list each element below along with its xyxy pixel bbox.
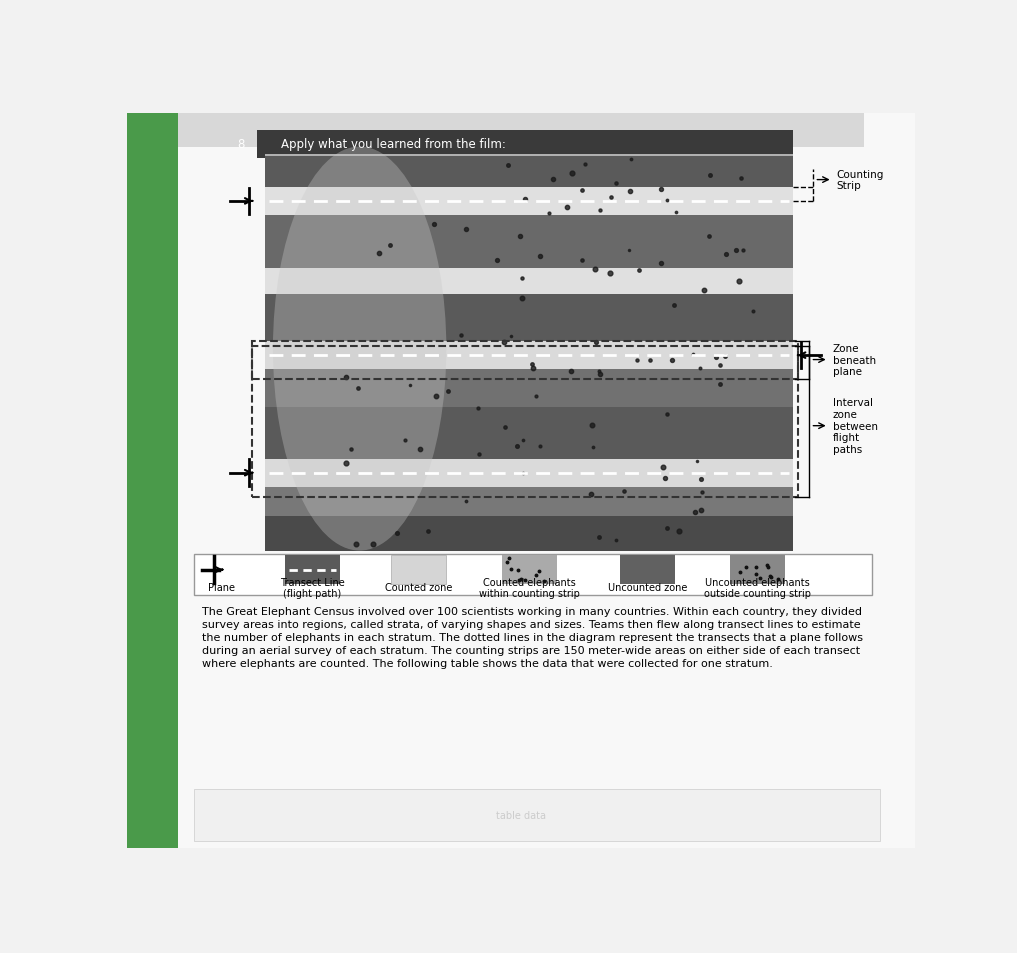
Bar (265, 408, 793, 459)
Bar (194, 789, 880, 841)
Bar (392, 556, 446, 584)
Text: Counting
Strip: Counting Strip (837, 170, 884, 192)
Bar (265, 517, 793, 551)
Bar (265, 342, 793, 370)
Bar (265, 294, 793, 342)
Text: Apply what you learned from the film:: Apply what you learned from the film: (281, 138, 505, 151)
Text: Counted zone: Counted zone (385, 582, 453, 593)
Bar (265, 157, 793, 188)
Text: Counted elephants
within counting strip: Counted elephants within counting strip (479, 577, 580, 598)
Ellipse shape (273, 148, 446, 551)
Bar (265, 269, 793, 294)
Text: table data: table data (496, 810, 546, 821)
Bar (265, 188, 793, 215)
Bar (178, 114, 864, 148)
Bar (251, 342, 798, 380)
Bar (265, 459, 793, 487)
Bar (265, 370, 793, 408)
Text: Transect Line
(flight path): Transect Line (flight path) (280, 577, 345, 598)
Bar (257, 131, 793, 158)
Bar (265, 215, 793, 269)
Bar (265, 154, 793, 551)
Text: Zone
beneath
plane: Zone beneath plane (833, 344, 876, 376)
Bar (265, 487, 793, 517)
Text: Uncounted zone: Uncounted zone (607, 582, 687, 593)
Text: The Great Elephant Census involved over 100 scientists working in many countries: The Great Elephant Census involved over … (202, 606, 863, 669)
Text: Plane: Plane (208, 582, 235, 593)
Bar (285, 556, 340, 584)
Bar (251, 347, 798, 497)
Bar (501, 556, 556, 584)
Text: Interval
zone
between
flight
paths: Interval zone between flight paths (833, 398, 878, 455)
Text: Uncounted elephants
outside counting strip: Uncounted elephants outside counting str… (704, 577, 812, 598)
Bar (730, 556, 785, 584)
Bar (194, 555, 872, 595)
Bar (127, 114, 178, 848)
Text: 8: 8 (238, 138, 245, 151)
Bar (619, 556, 675, 584)
